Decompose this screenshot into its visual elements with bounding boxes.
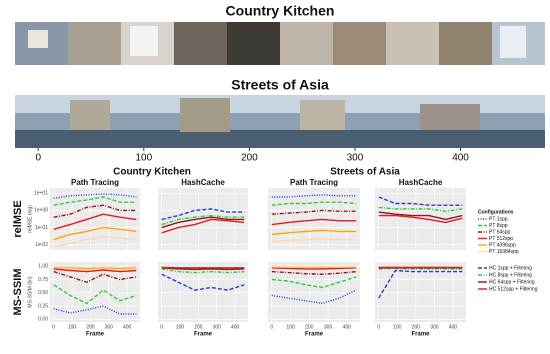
series-line: [53, 284, 137, 305]
y-tick-label: 0.50: [38, 290, 48, 296]
y-tick-label: 1e-02: [35, 242, 48, 248]
strip-tick-label: 0: [35, 153, 41, 164]
series-line: [161, 208, 245, 221]
y-tick-label: 1.00: [38, 264, 48, 270]
series-line: [161, 267, 245, 271]
legend-label: PT 1spp: [489, 216, 508, 222]
y-tick-label: 1e+00: [34, 208, 48, 214]
series-line: [378, 211, 463, 221]
x-axis-label: Frame: [86, 332, 105, 338]
series-line: [161, 218, 245, 234]
legend-label: PT 4096spp: [489, 242, 516, 248]
x-tick-label: 400: [123, 324, 132, 330]
series-line: [271, 209, 357, 215]
series-line: [161, 266, 245, 269]
x-tick-label: 400: [343, 324, 352, 330]
y-tick-label: 1e-01: [35, 225, 48, 231]
strip-tick-label: 300: [347, 153, 364, 164]
panel-title: HashCache: [181, 178, 225, 187]
series-line: [161, 214, 245, 226]
x-tick-label: 0: [52, 324, 55, 330]
series-line: [161, 273, 245, 291]
y-tick-label: 0.75: [38, 277, 48, 283]
row-label: relMSE: [12, 200, 24, 237]
series-line: [53, 213, 137, 230]
strip-title: Country Kitchen: [226, 3, 335, 19]
series-line: [271, 218, 357, 226]
x-axis-label: Frame: [305, 332, 324, 338]
series-line: [378, 214, 463, 224]
legend-label: HC 8spp + Filtering: [489, 272, 532, 278]
strip-title: Streets of Asia: [231, 77, 329, 93]
x-tick-label: 0: [160, 324, 163, 330]
x-tick-label: 300: [324, 324, 333, 330]
series-line: [271, 201, 357, 206]
row-label: MS-SSIM: [12, 268, 24, 315]
legend-label: PT 16384spp: [489, 249, 519, 255]
x-tick-label: 0: [270, 324, 273, 330]
x-tick-label: 0: [377, 324, 380, 330]
series-line: [271, 289, 357, 305]
x-tick-label: 300: [430, 324, 439, 330]
legend-label: HC 512spp + Filtering: [489, 286, 538, 292]
x-tick-label: 200: [412, 324, 421, 330]
series-line: [271, 238, 357, 243]
strip-tick-label: 400: [452, 153, 469, 164]
series-line: [161, 268, 245, 274]
asia-strip: [15, 95, 545, 148]
legend-label: PT 512spp: [489, 236, 513, 242]
series-line: [53, 266, 137, 269]
x-tick-label: 100: [68, 324, 77, 330]
y-tick-label: 0.25: [38, 303, 48, 309]
x-tick-label: 300: [105, 324, 114, 330]
kitchen-strip: [15, 22, 545, 65]
series-line: [271, 267, 357, 270]
y-axis-label: relMSE (log): [27, 205, 33, 233]
panel-title: HashCache: [399, 178, 443, 187]
y-axis-label: MS-SSIM (lin): [27, 276, 33, 307]
x-tick-label: 200: [194, 324, 203, 330]
x-tick-label: 100: [176, 324, 185, 330]
series-line: [53, 226, 137, 241]
y-tick-label: 1e+01: [34, 191, 48, 197]
x-tick-label: 200: [86, 324, 95, 330]
series-line: [378, 196, 463, 206]
legend-title: Configurations: [478, 209, 514, 215]
strip-tick-label: 200: [241, 153, 258, 164]
panel: [50, 188, 140, 250]
series-line: [53, 270, 137, 283]
legend-label: HC 1spp + Filtering: [489, 265, 532, 271]
y-tick-label: 0.00: [38, 317, 48, 323]
legend-label: PT 64spp: [489, 229, 511, 235]
series-line: [271, 276, 357, 289]
series-line: [53, 235, 137, 248]
x-tick-label: 400: [231, 324, 240, 330]
series-line: [53, 196, 137, 206]
series-line: [271, 194, 357, 198]
series-line: [53, 268, 137, 273]
x-tick-label: 300: [213, 324, 222, 330]
series-line: [378, 269, 463, 299]
x-tick-label: 100: [286, 324, 295, 330]
x-tick-label: 400: [449, 324, 458, 330]
series-line: [53, 266, 137, 270]
series-line: [53, 204, 137, 218]
legend-label: HC 64spp + Filtering: [489, 279, 535, 285]
group-title: Country Kitchen: [113, 167, 191, 178]
x-tick-label: 100: [393, 324, 402, 330]
x-tick-label: 200: [305, 324, 314, 330]
legend-label: PT 8spp: [489, 223, 508, 229]
series-line: [161, 216, 245, 229]
series-line: [271, 229, 357, 236]
panel-title: Path Tracing: [290, 178, 338, 187]
panel: [268, 262, 360, 322]
x-axis-label: Frame: [194, 332, 213, 338]
x-axis-label: Frame: [411, 332, 430, 338]
panel-title: Path Tracing: [71, 178, 119, 187]
group-title: Streets of Asia: [330, 167, 400, 178]
series-line: [271, 270, 357, 275]
strip-tick-label: 100: [135, 153, 152, 164]
series-line: [378, 206, 463, 212]
